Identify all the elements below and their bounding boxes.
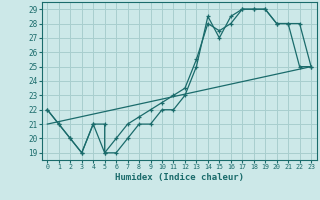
X-axis label: Humidex (Indice chaleur): Humidex (Indice chaleur) — [115, 173, 244, 182]
